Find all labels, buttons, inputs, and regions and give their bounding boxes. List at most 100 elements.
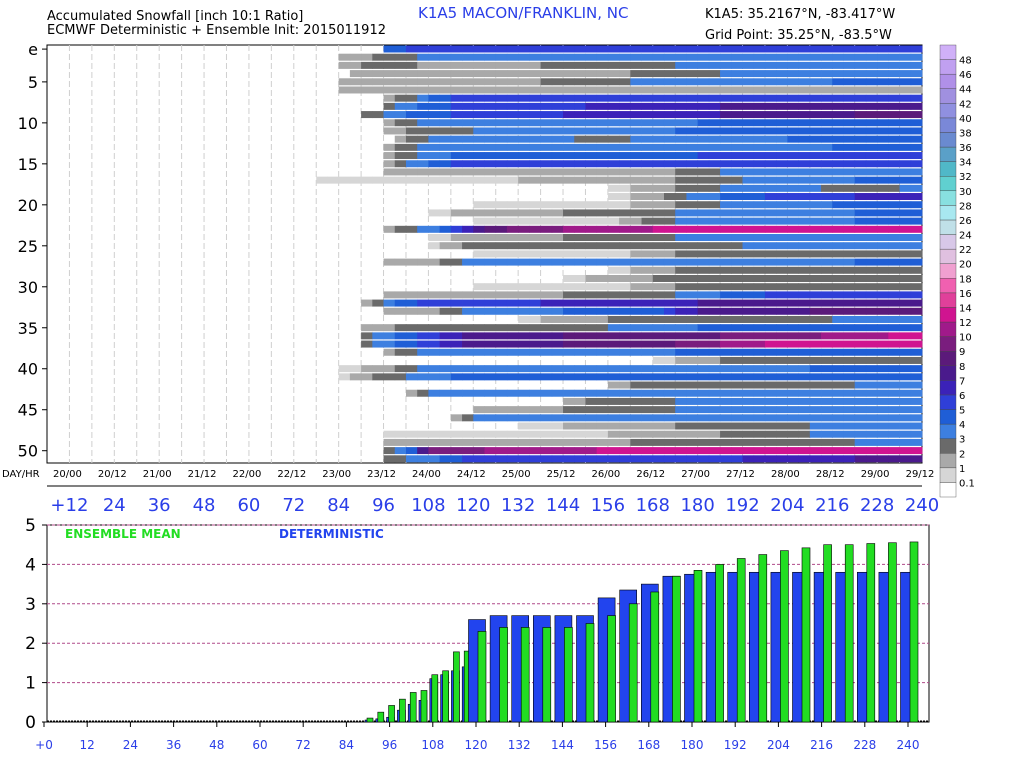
heatmap-cell xyxy=(361,324,373,332)
heatmap-cell xyxy=(798,102,811,110)
heatmap-cell xyxy=(439,176,452,184)
heatmap-cell xyxy=(462,332,474,340)
heatmap-cell xyxy=(394,365,407,373)
heatmap-cell xyxy=(484,447,497,455)
heatmap-cell xyxy=(899,356,912,364)
heatmap-cell xyxy=(865,61,878,69)
heatmap-cell xyxy=(843,266,856,274)
heatmap-cell xyxy=(753,414,766,422)
heatmap-cell xyxy=(663,414,676,422)
heatmap-cell xyxy=(417,127,429,135)
heatmap-cell xyxy=(865,291,878,299)
heatmap-cell xyxy=(821,397,833,405)
heatmap-cell xyxy=(585,250,598,258)
heatmap-cell xyxy=(518,332,530,340)
heatmap-cell xyxy=(338,53,351,61)
heatmap-cell xyxy=(450,430,463,438)
heatmap-cell xyxy=(518,217,530,225)
heatmap-row-label: 20 xyxy=(18,196,38,215)
heatmap-cell xyxy=(877,348,889,356)
heatmap-cell xyxy=(596,447,609,455)
heatmap-cell xyxy=(854,86,867,94)
x-tick-label: +0 xyxy=(35,738,53,752)
heatmap-cell xyxy=(506,135,519,143)
heatmap-cell xyxy=(809,373,822,381)
heatmap-cell xyxy=(585,258,598,266)
heatmap-cell xyxy=(428,53,441,61)
heatmap-cell xyxy=(843,61,856,69)
heatmap-cell xyxy=(697,45,710,53)
legend-level-label: 44 xyxy=(959,85,972,96)
heatmap-cell xyxy=(484,201,497,209)
heatmap-cell xyxy=(753,111,766,119)
heatmap-cell xyxy=(731,94,743,102)
heatmap-cell xyxy=(585,70,598,78)
heatmap-cell xyxy=(585,455,598,463)
heatmap-cell xyxy=(753,299,766,307)
heatmap-cell xyxy=(596,397,609,405)
heatmap-cell xyxy=(506,168,519,176)
heatmap-cell xyxy=(832,70,844,78)
heatmap-cell xyxy=(821,86,833,94)
heatmap-cell xyxy=(798,184,811,192)
heatmap-cell xyxy=(405,291,418,299)
heatmap-cell xyxy=(686,414,699,422)
heatmap-cell xyxy=(731,365,743,373)
heatmap-cell xyxy=(652,315,665,323)
heatmap-cell xyxy=(495,250,508,258)
heatmap-cell xyxy=(832,348,844,356)
heatmap-cell xyxy=(383,291,396,299)
heatmap-cell xyxy=(787,168,800,176)
heatmap-cell xyxy=(551,135,564,143)
heatmap-cell xyxy=(484,225,497,233)
heatmap-cell xyxy=(764,438,777,446)
heatmap-cell xyxy=(798,307,811,315)
heatmap-cell xyxy=(809,397,822,405)
heatmap-cell xyxy=(439,102,452,110)
heatmap-cell xyxy=(641,168,654,176)
heatmap-cell xyxy=(506,45,519,53)
heatmap-cell xyxy=(607,102,620,110)
heatmap-cell xyxy=(697,102,710,110)
heatmap-cell xyxy=(708,414,721,422)
heatmap-cell xyxy=(865,70,878,78)
heatmap-cell xyxy=(551,217,564,225)
heatmap-cell xyxy=(551,176,564,184)
heatmap-cell xyxy=(764,340,777,348)
heatmap-cell xyxy=(630,438,642,446)
heatmap-cell xyxy=(675,176,687,184)
x-tick-label: 168 xyxy=(637,738,660,752)
heatmap-cell xyxy=(405,143,418,151)
heatmap-cell xyxy=(854,315,867,323)
heatmap-cell xyxy=(563,274,575,282)
heatmap-cell xyxy=(888,53,900,61)
legend-level-label: 9 xyxy=(959,347,965,358)
heatmap-cell xyxy=(428,242,441,250)
heatmap-cell xyxy=(753,70,766,78)
heatmap-row-label: 50 xyxy=(18,442,38,461)
heatmap-cell xyxy=(764,283,777,291)
heatmap-cell xyxy=(877,61,889,69)
heatmap-cell xyxy=(742,160,755,168)
heatmap-cell xyxy=(574,217,586,225)
heatmap-cell xyxy=(899,45,912,53)
heatmap-cell xyxy=(506,53,519,61)
heatmap-cell xyxy=(529,209,541,217)
heatmap-cell xyxy=(484,299,497,307)
heatmap-cell xyxy=(663,365,676,373)
heatmap-cell xyxy=(652,225,665,233)
heatmap-cell xyxy=(619,193,631,201)
heatmap-cell xyxy=(832,78,844,86)
heatmap-cell xyxy=(910,455,923,463)
heatmap-cell xyxy=(888,86,900,94)
heatmap-cell xyxy=(843,438,856,446)
heatmap-cell xyxy=(753,340,766,348)
heatmap-cell xyxy=(473,242,485,250)
heatmap-cell xyxy=(506,324,519,332)
heatmap-cell xyxy=(518,94,530,102)
heatmap-cell xyxy=(910,111,923,119)
heatmap-cell xyxy=(708,176,721,184)
heatmap-cell xyxy=(899,209,912,217)
heatmap-cell xyxy=(787,78,800,86)
heatmap-cell xyxy=(877,299,889,307)
